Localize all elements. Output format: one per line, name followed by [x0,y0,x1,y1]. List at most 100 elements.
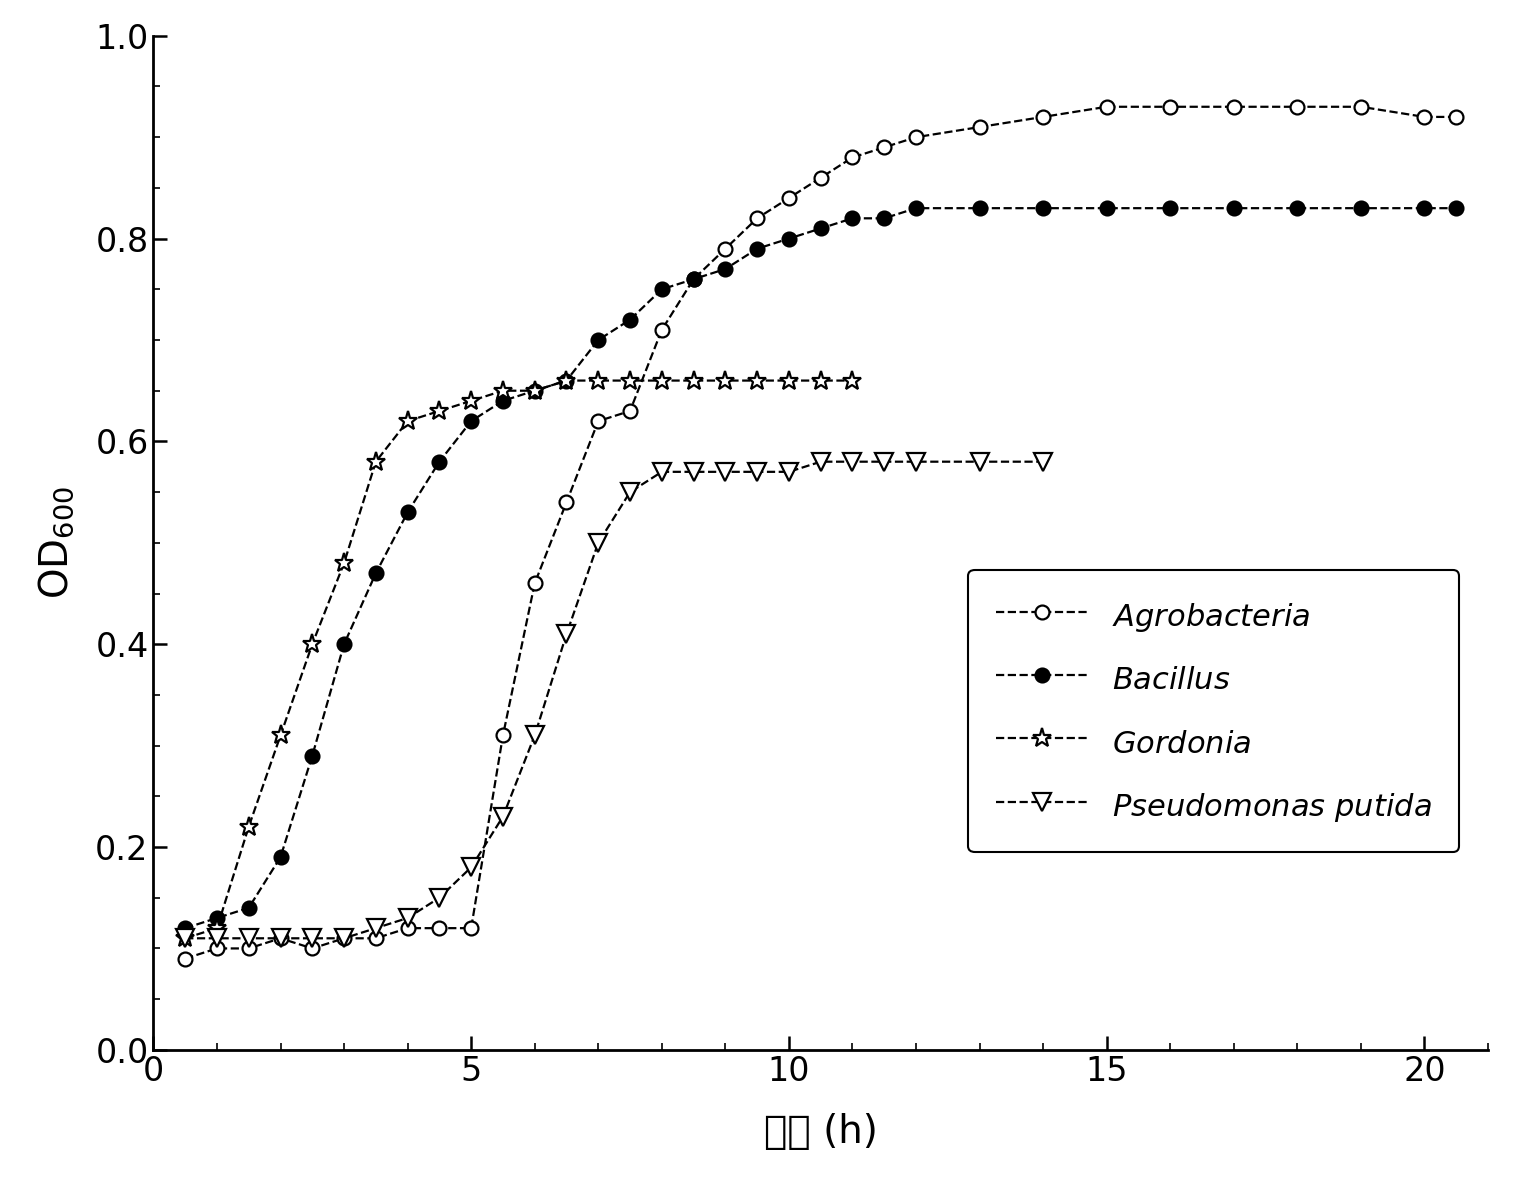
Bacillus [462,414,480,428]
Agrobacteria [239,941,258,956]
Agrobacteria [1351,99,1370,113]
Pseudomonas putida [176,931,195,945]
Gordonia [430,403,448,418]
Bacillus [334,637,353,651]
Agrobacteria [811,171,830,185]
Legend: $\it{Agrobacteria}$, $\it{Bacillus}$, $\it{Gordonia}$, $\it{Pseudomonas\ putida}: $\it{Agrobacteria}$, $\it{Bacillus}$, $\… [968,570,1459,852]
Agrobacteria [526,576,545,591]
Pseudomonas putida [811,455,830,469]
Pseudomonas putida [874,455,893,469]
Agrobacteria [652,322,670,336]
Line: Gordonia: Gordonia [175,371,862,948]
Pseudomonas putida [430,890,448,904]
Pseudomonas putida [589,536,607,550]
Gordonia [494,384,512,398]
Pseudomonas putida [844,455,862,469]
Gordonia [589,373,607,388]
Bacillus [621,313,640,327]
Pseudomonas putida [334,931,353,945]
Line: Agrobacteria: Agrobacteria [178,100,1463,965]
Bacillus [399,506,417,520]
Bacillus [684,272,703,286]
Gordonia [304,637,322,651]
Bacillus [749,241,767,256]
Line: Pseudomonas putida: Pseudomonas putida [176,452,1052,947]
Bacillus [272,849,290,864]
Gordonia [207,921,225,935]
Gordonia [811,373,830,388]
Pseudomonas putida [494,809,512,823]
Agrobacteria [304,941,322,956]
Pseudomonas putida [462,860,480,874]
Agrobacteria [621,403,640,418]
Bacillus [874,211,893,225]
Agrobacteria [207,941,225,956]
Agrobacteria [399,921,417,935]
Bacillus [844,211,862,225]
Pseudomonas putida [907,455,925,469]
Gordonia [779,373,798,388]
Gordonia [176,931,195,945]
Gordonia [367,455,385,469]
Bacillus [430,455,448,469]
Pseudomonas putida [779,464,798,478]
Agrobacteria [494,728,512,742]
Agrobacteria [716,241,735,256]
Agrobacteria [844,150,862,165]
Gordonia [684,373,703,388]
Pseudomonas putida [971,455,989,469]
Agrobacteria [557,495,575,509]
Bacillus [1097,200,1115,215]
Agrobacteria [1161,99,1180,113]
Bacillus [207,911,225,926]
Gordonia [749,373,767,388]
Bacillus [1224,200,1243,215]
Agrobacteria [367,931,385,945]
Bacillus [239,901,258,915]
Gordonia [716,373,735,388]
Pseudomonas putida [1034,455,1052,469]
Bacillus [1416,200,1434,215]
Pseudomonas putida [749,464,767,478]
Pseudomonas putida [526,728,545,742]
Bacillus [494,394,512,408]
Bacillus [811,221,830,235]
Agrobacteria [176,952,195,966]
Bacillus [1161,200,1180,215]
Agrobacteria [1416,110,1434,124]
Bacillus [526,384,545,398]
Bacillus [1351,200,1370,215]
Y-axis label: OD$_{600}$: OD$_{600}$ [37,487,75,599]
Pseudomonas putida [304,931,322,945]
Bacillus [1447,200,1465,215]
Agrobacteria [779,191,798,205]
Bacillus [367,565,385,580]
Gordonia [526,384,545,398]
Pseudomonas putida [239,931,258,945]
Agrobacteria [971,119,989,134]
Bacillus [1289,200,1307,215]
Agrobacteria [1289,99,1307,113]
Pseudomonas putida [399,911,417,926]
Agrobacteria [272,931,290,945]
Agrobacteria [1447,110,1465,124]
Gordonia [621,373,640,388]
Bacillus [971,200,989,215]
Agrobacteria [589,414,607,428]
Pseudomonas putida [367,921,385,935]
Pseudomonas putida [272,931,290,945]
Gordonia [844,373,862,388]
Bacillus [907,200,925,215]
Gordonia [399,414,417,428]
Agrobacteria [1097,99,1115,113]
Agrobacteria [430,921,448,935]
Gordonia [272,728,290,742]
Agrobacteria [1224,99,1243,113]
Bacillus [589,333,607,347]
Agrobacteria [874,140,893,154]
Gordonia [462,394,480,408]
Bacillus [1034,200,1052,215]
Agrobacteria [907,130,925,144]
Bacillus [176,921,195,935]
Agrobacteria [334,931,353,945]
